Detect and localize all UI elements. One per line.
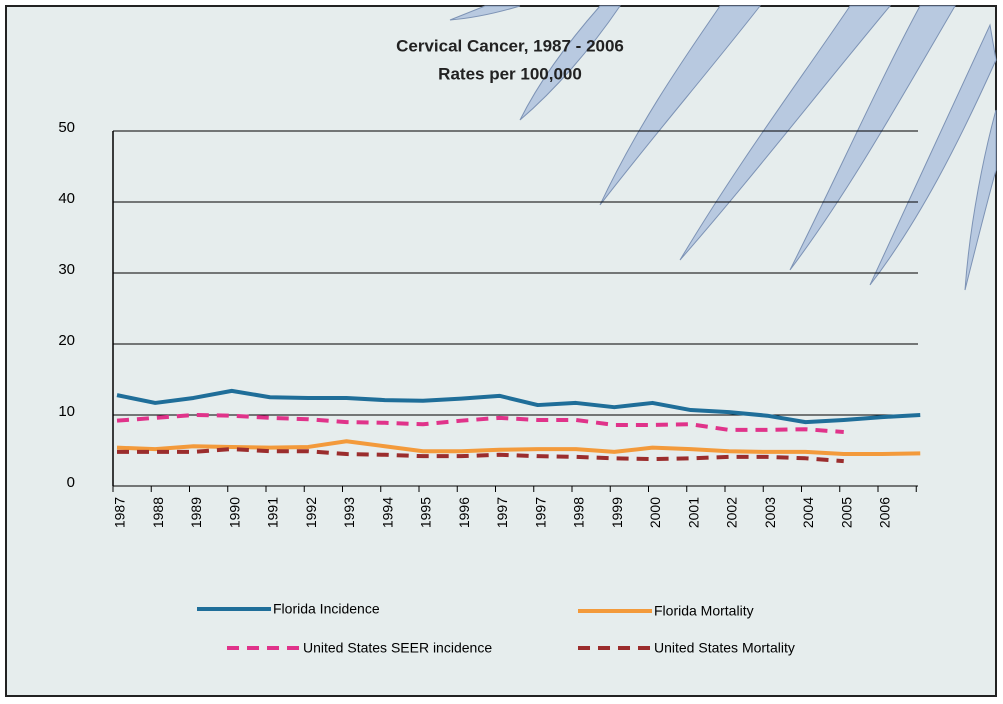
x-tick-label: 1988 bbox=[150, 497, 166, 528]
y-tick-label: 40 bbox=[58, 190, 75, 207]
x-tick-label: 1999 bbox=[609, 497, 625, 528]
y-tick-label: 50 bbox=[58, 119, 75, 136]
x-tick-label: 2002 bbox=[724, 497, 740, 528]
x-tick-label: 1991 bbox=[265, 497, 281, 528]
x-tick-label: 1996 bbox=[456, 497, 472, 528]
leaf-decoration bbox=[449, 5, 997, 291]
x-tick-label: 1994 bbox=[379, 497, 395, 528]
chart-subtitle: Rates per 100,000 bbox=[438, 64, 582, 83]
y-tick-label: 30 bbox=[58, 261, 75, 278]
series-line bbox=[116, 388, 921, 425]
x-tick-label: 1997 bbox=[532, 497, 548, 528]
x-tick-label: 2001 bbox=[685, 497, 701, 528]
x-tick-label: 2000 bbox=[647, 497, 663, 528]
y-tick-label: 20 bbox=[58, 332, 75, 349]
legend-label: Florida Incidence bbox=[273, 601, 380, 617]
x-tick-label: 1997 bbox=[494, 497, 510, 528]
x-tick-label: 2003 bbox=[762, 497, 778, 528]
series-line bbox=[116, 413, 844, 435]
series-line bbox=[116, 439, 921, 457]
chart-frame bbox=[5, 5, 997, 697]
x-tick-label: 2006 bbox=[877, 497, 893, 528]
x-tick-label: 1993 bbox=[341, 497, 357, 528]
x-tick-label: 1989 bbox=[188, 497, 204, 528]
chart-title: Cervical Cancer, 1987 - 2006 bbox=[396, 36, 624, 55]
y-tick-label: 10 bbox=[58, 403, 75, 420]
x-tick-label: 2004 bbox=[800, 497, 816, 528]
legend-label: United States SEER incidence bbox=[303, 640, 492, 656]
legend-label: Florida Mortality bbox=[654, 603, 754, 619]
legend-label: United States Mortality bbox=[654, 640, 795, 656]
x-tick-label: 1990 bbox=[226, 497, 242, 528]
x-tick-label: 1995 bbox=[418, 497, 434, 528]
x-tick-label: 1992 bbox=[303, 497, 319, 528]
y-tick-label: 0 bbox=[67, 474, 75, 491]
x-tick-label: 1998 bbox=[571, 497, 587, 528]
x-tick-label: 1987 bbox=[112, 497, 128, 528]
series-line bbox=[117, 447, 844, 464]
x-tick-label: 2005 bbox=[838, 497, 854, 528]
